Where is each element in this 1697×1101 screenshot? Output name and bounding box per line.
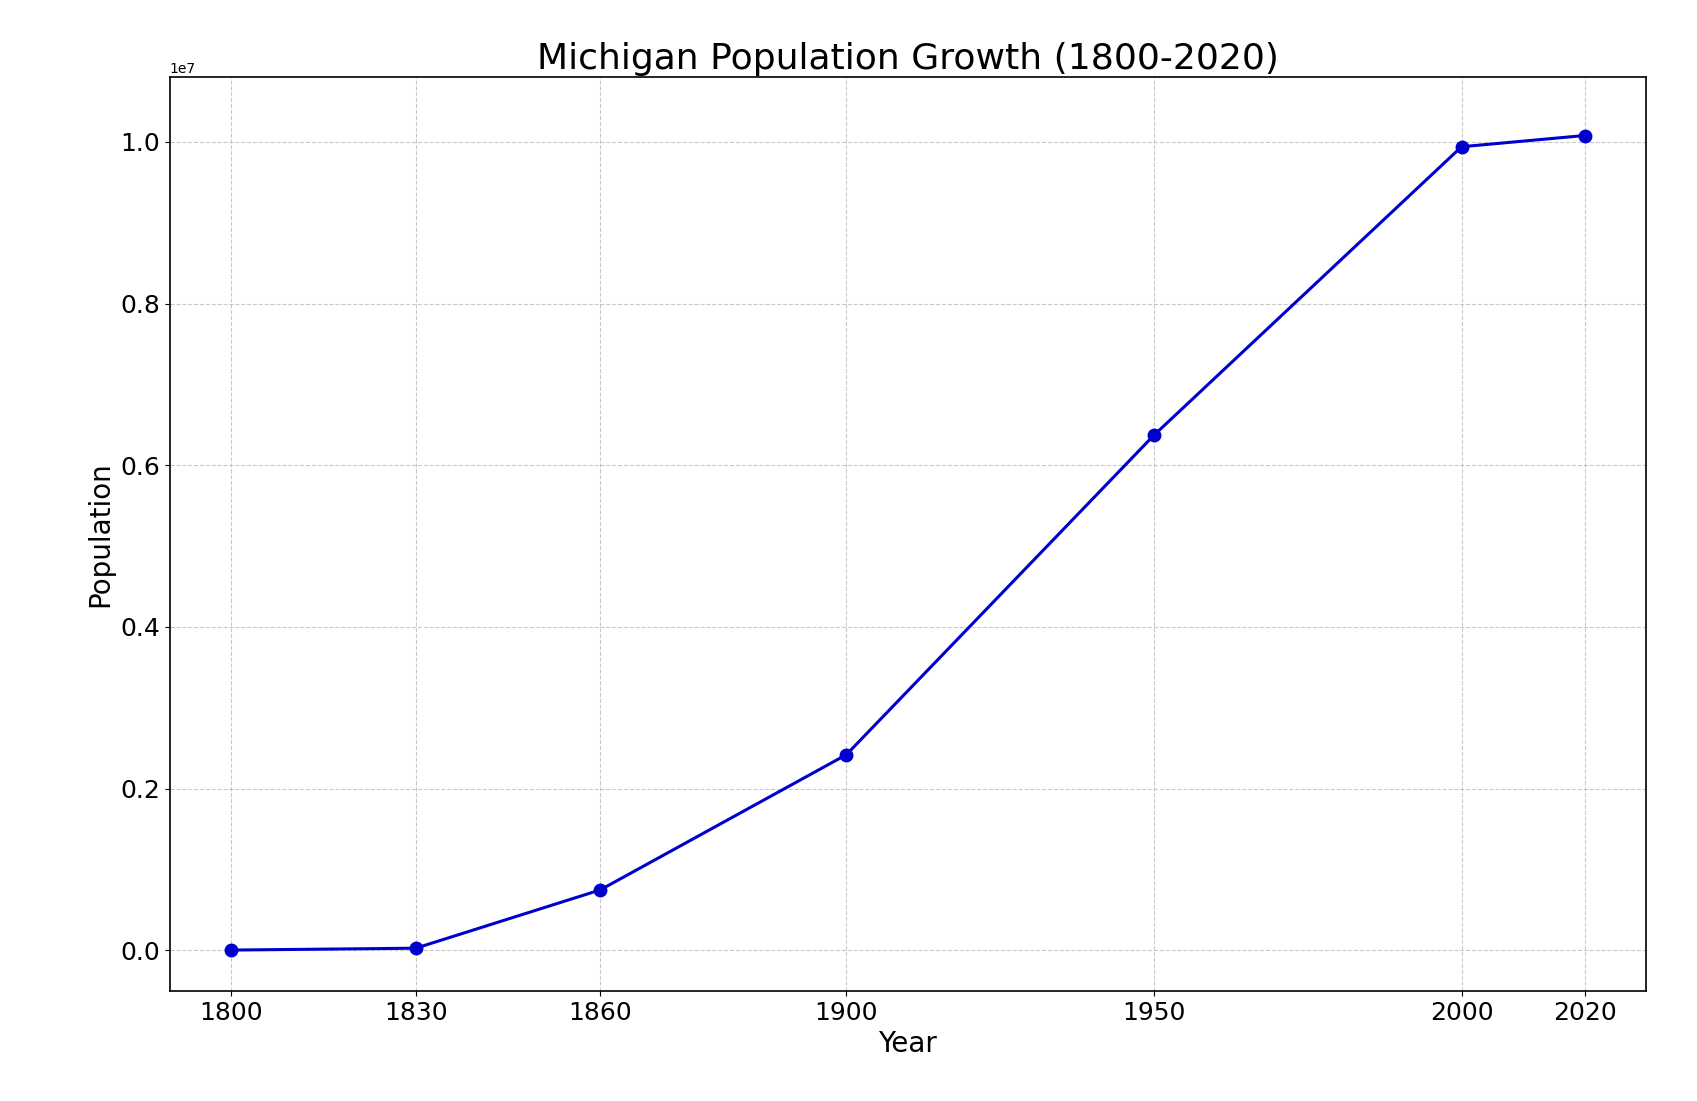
Title: Michigan Population Growth (1800-2020): Michigan Population Growth (1800-2020)	[536, 42, 1280, 76]
Y-axis label: Population: Population	[87, 461, 114, 607]
X-axis label: Year: Year	[879, 1031, 937, 1058]
